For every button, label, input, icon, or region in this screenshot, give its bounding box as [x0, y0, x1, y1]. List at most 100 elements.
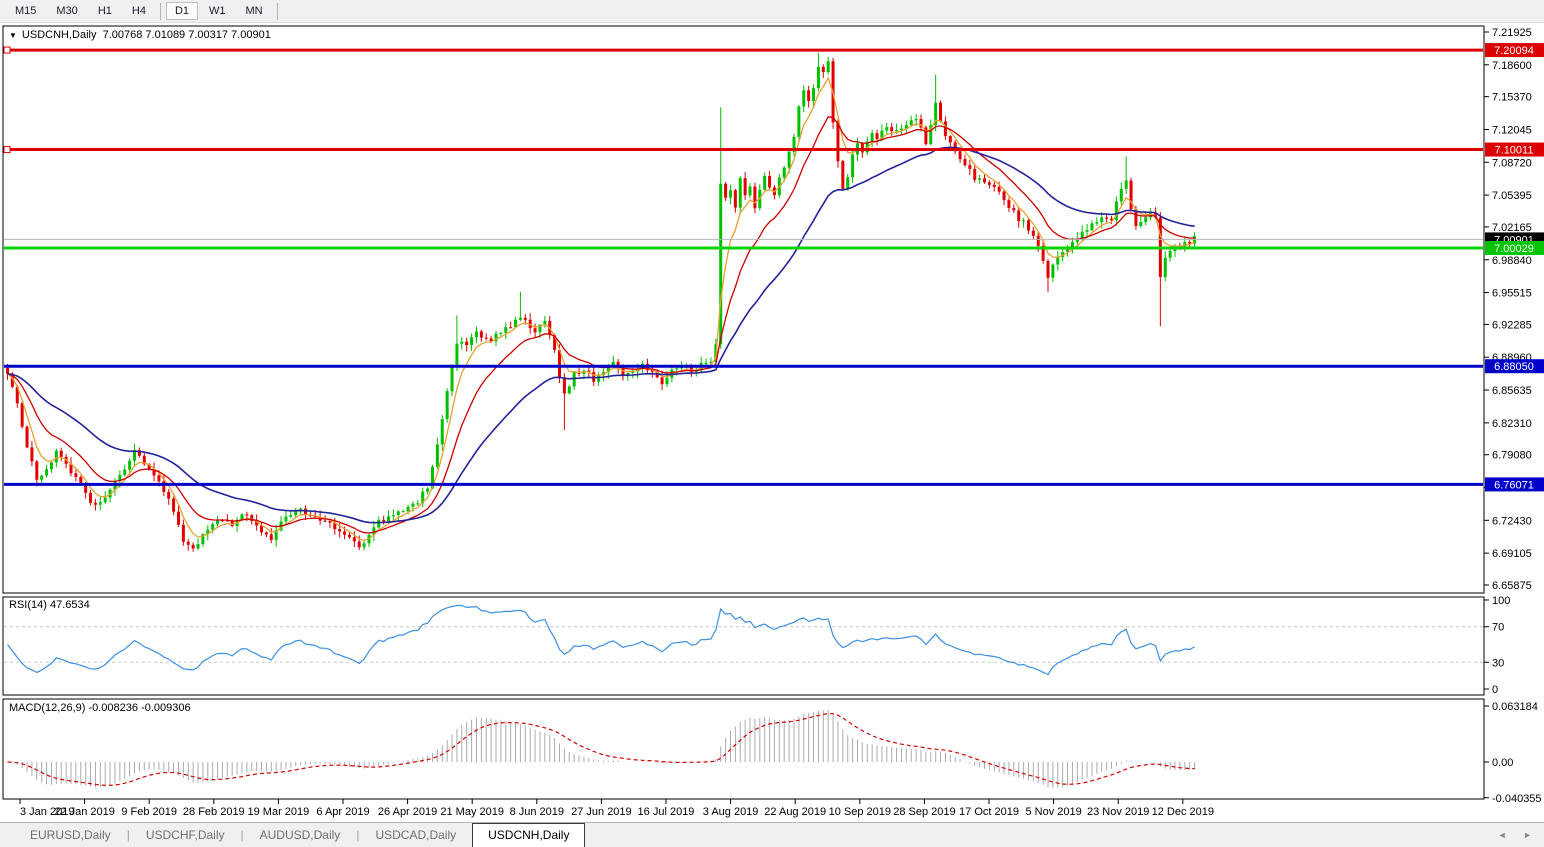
- candle-body: [352, 537, 356, 542]
- symbol-tab-usdchf[interactable]: USDCHF,Daily: [145, 828, 225, 842]
- candle-body: [1163, 257, 1167, 277]
- candle-body: [284, 516, 288, 522]
- level-drag-handle[interactable]: [3, 46, 11, 54]
- candle-body: [49, 462, 53, 470]
- candle-body: [357, 541, 361, 548]
- candle-body: [1036, 235, 1040, 246]
- candle-body: [929, 125, 933, 145]
- candle-body: [93, 502, 97, 505]
- candle-body: [812, 88, 816, 101]
- time-axis-label: 5 Nov 2019: [1025, 806, 1081, 818]
- candle-body: [250, 515, 254, 522]
- timeframe-button-h4[interactable]: H4: [131, 5, 146, 17]
- candle-body: [597, 375, 601, 382]
- candle-body: [176, 511, 180, 525]
- symbol-tab-usdcad[interactable]: USDCAD,Daily: [375, 828, 457, 842]
- tab-separator: |: [240, 828, 244, 842]
- candle-body: [323, 520, 327, 522]
- candle-body: [440, 419, 444, 445]
- candle-body: [274, 530, 278, 541]
- candle-body: [25, 426, 29, 448]
- rsi-axis-label: 30: [1492, 657, 1504, 669]
- rsi-line: [7, 604, 1195, 676]
- candle-body: [1041, 245, 1045, 261]
- candle-body: [1017, 210, 1021, 222]
- candle-body: [1168, 251, 1172, 258]
- level-drag-handle[interactable]: [3, 146, 11, 154]
- candle-body: [631, 371, 635, 373]
- price-axis-tick-label: 7.15370: [1492, 92, 1532, 104]
- price-axis-tick-label: 6.85635: [1492, 385, 1532, 397]
- candle-body: [538, 324, 542, 333]
- tab-separator: |: [126, 828, 130, 842]
- timeframe-button-m15[interactable]: M15: [15, 5, 37, 17]
- time-axis-label: 21 May 2019: [440, 806, 504, 818]
- candle-body: [79, 476, 83, 485]
- candle-body: [489, 338, 493, 342]
- candle-body: [118, 474, 122, 482]
- candle-body: [294, 510, 298, 516]
- symbol-tab-audusd[interactable]: AUDUSD,Daily: [259, 828, 341, 842]
- timeframe-button-d1[interactable]: D1: [165, 2, 198, 20]
- candle-body: [763, 176, 767, 190]
- candle-body: [35, 461, 39, 480]
- time-axis-label: 28 Feb 2019: [183, 806, 245, 818]
- symbol-tab-usdcnh[interactable]: USDCNH,Daily: [472, 823, 586, 847]
- candle-body: [142, 455, 146, 465]
- ma-slow-line: [7, 146, 1195, 524]
- candle-body: [1070, 241, 1074, 248]
- tab-scroll-arrows: ◄ ►: [1484, 830, 1532, 840]
- candle-body: [1129, 180, 1133, 210]
- candle-body: [895, 130, 899, 132]
- candle-body: [264, 532, 268, 535]
- price-badge-support: [1485, 477, 1544, 492]
- tab-scroll-left-icon[interactable]: ◄: [1497, 830, 1507, 840]
- candle-body: [567, 386, 571, 394]
- timeframe-button-h1[interactable]: H1: [97, 5, 112, 17]
- candle-body: [885, 127, 889, 131]
- price-axis-tick-label: 6.92285: [1492, 319, 1532, 331]
- candle-body: [474, 331, 478, 338]
- candle-body: [939, 102, 943, 122]
- candle-body: [484, 337, 488, 339]
- candle-body: [992, 184, 996, 188]
- candle-body: [650, 370, 654, 372]
- candle-body: [943, 121, 947, 137]
- rsi-axis-label: 70: [1492, 622, 1504, 634]
- symbol-dropdown-icon[interactable]: ▼: [9, 30, 17, 40]
- candle-body: [1056, 257, 1060, 265]
- candle-body: [919, 118, 923, 128]
- candle-body: [494, 333, 498, 342]
- symbol-tab-eurusd[interactable]: EURUSD,Daily: [30, 828, 111, 842]
- candle-body: [225, 520, 229, 522]
- candle-body: [1144, 217, 1148, 222]
- time-axis-label: 8 Jun 2019: [510, 806, 564, 818]
- candle-body: [518, 317, 522, 320]
- candle-body: [611, 361, 615, 366]
- candle-body: [479, 331, 483, 338]
- candle-body: [6, 367, 9, 374]
- candle-body: [514, 319, 518, 328]
- candle-body: [860, 143, 864, 153]
- timeframe-button-mn[interactable]: MN: [245, 5, 263, 17]
- candle-body: [792, 136, 796, 152]
- price-axis-tick-label: 6.65875: [1492, 580, 1532, 592]
- candle-body: [606, 365, 610, 373]
- candle-body: [743, 178, 747, 196]
- candle-body: [983, 178, 986, 183]
- timeframe-button-w1[interactable]: W1: [209, 5, 226, 17]
- price-badge-support: [1485, 359, 1544, 374]
- timeframe-button-m30[interactable]: M30: [56, 5, 78, 17]
- candle-body: [152, 468, 156, 476]
- candle-body: [533, 328, 537, 333]
- candle-body: [426, 488, 430, 492]
- candle-body: [1066, 247, 1070, 253]
- tab-scroll-right-icon[interactable]: ►: [1523, 830, 1532, 840]
- candle-body: [821, 66, 825, 73]
- candle-body: [338, 529, 342, 532]
- time-axis-label: 22 Aug 2019: [764, 806, 826, 818]
- price-badge-support: [1485, 241, 1544, 256]
- candle-body: [724, 183, 728, 198]
- time-axis-label: 3 Aug 2019: [703, 806, 759, 818]
- price-axis-tick-label: 7.08720: [1492, 157, 1532, 169]
